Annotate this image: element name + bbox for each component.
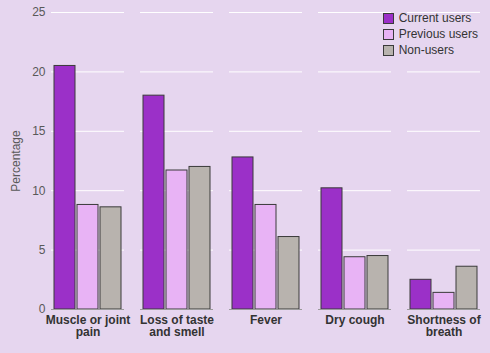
svg-text:Muscle or jointpain: Muscle or jointpain [46,313,131,339]
html-text:Current users: Current users [398,11,472,25]
svg-text:10: 10 [32,184,46,198]
svg-text:Loss of tasteand smell: Loss of tasteand smell [140,313,214,339]
svg-text:Percentage: Percentage [9,130,23,192]
svg-text:Fever: Fever [250,313,282,327]
svg-text:25: 25 [32,5,46,19]
svg-text:Dry cough: Dry cough [325,313,384,327]
svg-text:0: 0 [38,302,46,317]
svg-text:5: 5 [39,243,46,257]
html-text:Non-users: Non-users [398,43,454,57]
svg-text:15: 15 [32,124,46,138]
html-text:Previous users: Previous users [398,27,478,41]
svg-text:Shortness ofbreath: Shortness ofbreath [407,313,481,339]
svg-text:20: 20 [32,65,46,79]
